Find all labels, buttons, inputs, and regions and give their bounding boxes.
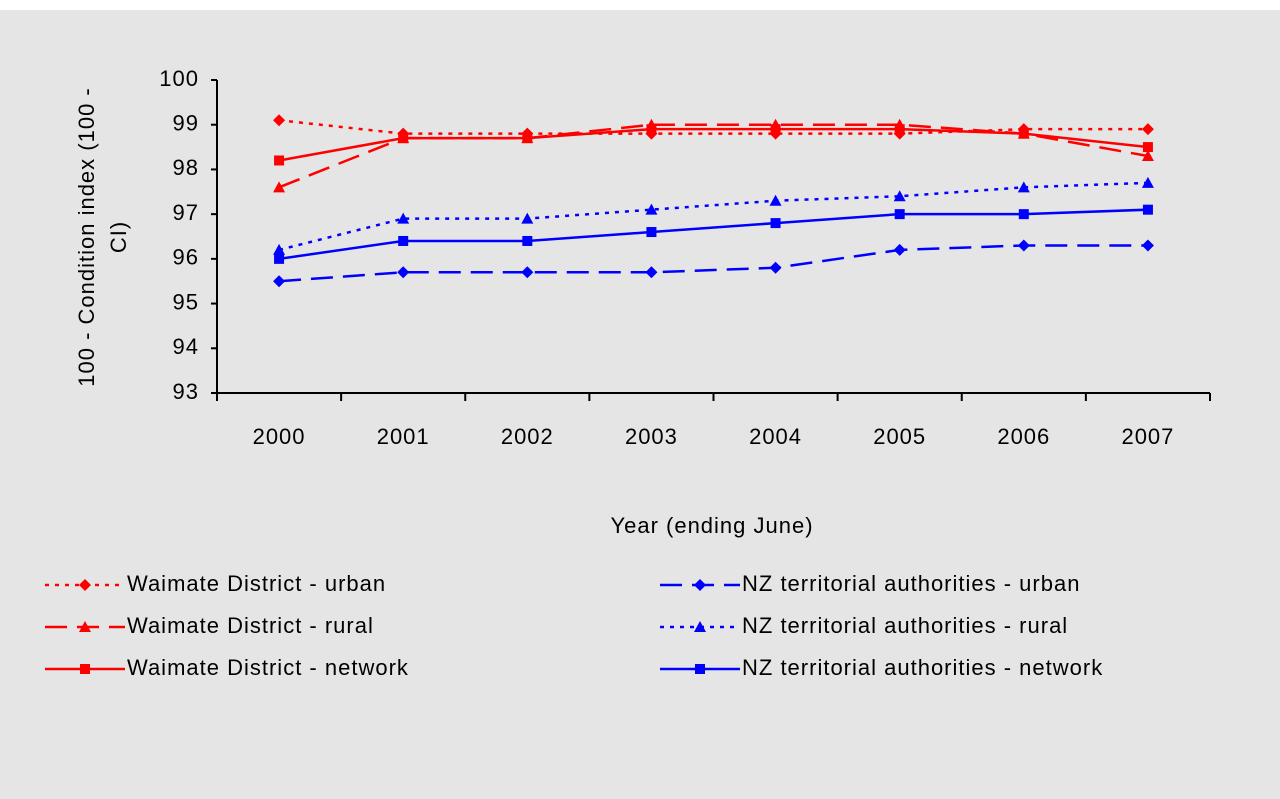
marker bbox=[1142, 142, 1153, 153]
marker bbox=[646, 227, 657, 238]
marker bbox=[273, 114, 286, 127]
marker bbox=[1141, 150, 1154, 162]
y-tick-label: 97 bbox=[173, 200, 199, 225]
series-line bbox=[278, 208, 1148, 261]
chart-background bbox=[0, 10, 1280, 799]
y-tick-label: 95 bbox=[173, 289, 199, 314]
y-tick-label: 93 bbox=[173, 379, 199, 404]
legend-label: Waimate District - network bbox=[127, 655, 409, 680]
marker bbox=[397, 266, 410, 279]
marker bbox=[770, 124, 781, 135]
legend-label: Waimate District - rural bbox=[127, 613, 374, 638]
y-tick-label: 94 bbox=[173, 334, 199, 359]
marker bbox=[1018, 209, 1029, 220]
marker bbox=[273, 275, 286, 288]
marker bbox=[398, 133, 409, 144]
series-line bbox=[278, 244, 1148, 283]
marker bbox=[522, 235, 533, 246]
x-tick-label: 2001 bbox=[377, 424, 430, 449]
marker bbox=[521, 212, 534, 224]
y-tick-label: 99 bbox=[173, 111, 199, 136]
x-tick-label: 2000 bbox=[253, 424, 306, 449]
marker bbox=[274, 253, 285, 264]
marker bbox=[1141, 123, 1154, 136]
x-tick-label: 2004 bbox=[749, 424, 802, 449]
marker bbox=[645, 203, 658, 215]
marker bbox=[1141, 176, 1154, 188]
marker bbox=[695, 664, 705, 674]
series-line bbox=[278, 127, 1149, 162]
marker bbox=[273, 181, 286, 193]
y-tick-label: 98 bbox=[173, 155, 199, 180]
marker bbox=[769, 194, 782, 206]
y-axis-title: 100 - Condition index (100 - CI) bbox=[74, 87, 131, 387]
marker bbox=[769, 261, 782, 274]
marker bbox=[79, 579, 91, 591]
marker bbox=[1017, 181, 1030, 193]
marker bbox=[694, 579, 706, 591]
y-tick-label: 96 bbox=[173, 245, 199, 270]
marker bbox=[645, 266, 658, 279]
marker bbox=[1142, 204, 1153, 215]
marker bbox=[80, 664, 90, 674]
x-axis-title: Year (ending June) bbox=[610, 513, 813, 538]
marker bbox=[397, 212, 410, 224]
marker bbox=[1017, 239, 1030, 252]
y-axis-title-line: CI) bbox=[106, 221, 131, 253]
x-tick-label: 2006 bbox=[997, 424, 1050, 449]
marker bbox=[1141, 239, 1154, 252]
marker bbox=[1018, 128, 1029, 139]
marker bbox=[894, 124, 905, 135]
legend-label: Waimate District - urban bbox=[127, 571, 386, 596]
marker bbox=[398, 235, 409, 246]
x-tick-label: 2007 bbox=[1121, 424, 1174, 449]
marker bbox=[522, 133, 533, 144]
x-tick-label: 2003 bbox=[625, 424, 678, 449]
marker bbox=[521, 266, 534, 279]
marker bbox=[694, 621, 706, 632]
legend-label: NZ territorial authorities - urban bbox=[742, 571, 1080, 596]
marker bbox=[274, 155, 285, 166]
marker bbox=[893, 243, 906, 256]
x-tick-label: 2005 bbox=[873, 424, 926, 449]
y-tick-label: 100 bbox=[159, 66, 199, 91]
marker bbox=[79, 621, 91, 632]
marker bbox=[894, 209, 905, 220]
x-tick-label: 2002 bbox=[501, 424, 554, 449]
legend-label: NZ territorial authorities - network bbox=[742, 655, 1103, 680]
marker bbox=[893, 190, 906, 202]
marker bbox=[646, 124, 657, 135]
y-axis-title-line: 100 - Condition index (100 - bbox=[74, 87, 99, 387]
legend-label: NZ territorial authorities - rural bbox=[742, 613, 1068, 638]
marker bbox=[273, 243, 286, 255]
marker bbox=[770, 218, 781, 229]
